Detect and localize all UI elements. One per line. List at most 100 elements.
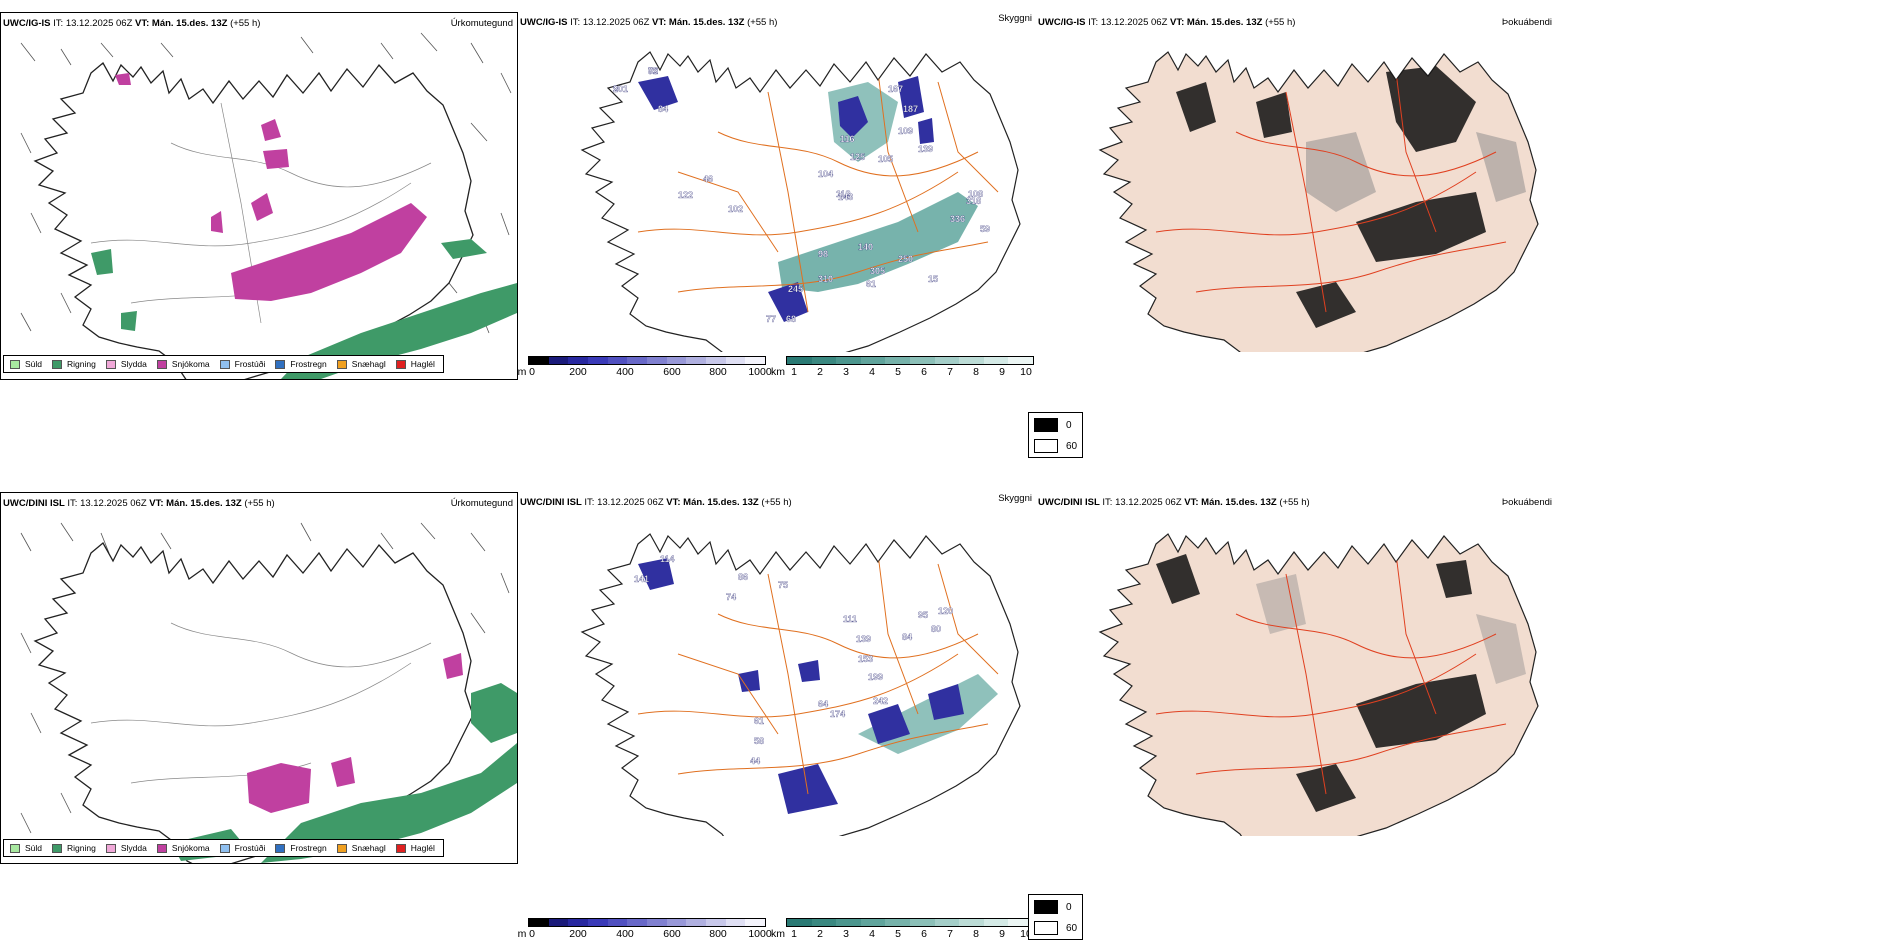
visibility-panel-igis: 72 9 84 102 122 46 167 187 109 116 125 104 112 105 139… bbox=[518, 12, 1038, 380]
colorbar-segment bbox=[647, 357, 667, 364]
tick: 1 bbox=[791, 928, 797, 940]
tick: 0 bbox=[529, 366, 535, 378]
legend-item-freezing-rain: Frostregn bbox=[275, 843, 327, 853]
elevation-colorbar: m 0 200 400 600 800 1000 bbox=[517, 918, 772, 942]
tick: 10 bbox=[1020, 928, 1032, 940]
fog-legend: 0 60 bbox=[1028, 412, 1083, 458]
visibility-value-label: 250 bbox=[898, 254, 913, 264]
legend-item-freezing-drizzle: Frostúði bbox=[219, 359, 265, 369]
tick: 600 bbox=[663, 366, 681, 378]
tick: 8 bbox=[973, 928, 979, 940]
visibility-value-label: 109 bbox=[898, 126, 913, 136]
tick: 4 bbox=[869, 366, 875, 378]
colorbar-segment bbox=[787, 919, 812, 926]
colorbar-segment bbox=[568, 357, 589, 364]
panel-type-label: Úrkomutegund bbox=[450, 498, 513, 509]
panel-type-label: Skyggni bbox=[998, 493, 1032, 504]
tick: 6 bbox=[921, 928, 927, 940]
snow-area bbox=[231, 203, 427, 301]
precip-legend: Súld Rigning Slydda Snjókoma Frostúði Fr… bbox=[3, 839, 444, 857]
fog-legend-max: 60 bbox=[1066, 922, 1078, 934]
visibility-value-label: 84 bbox=[902, 632, 912, 642]
visibility-value-label: 310 bbox=[818, 274, 833, 284]
colorbar-segment bbox=[588, 919, 608, 926]
visibility-value-label: 187 bbox=[903, 104, 918, 114]
fog-legend-max: 60 bbox=[1066, 440, 1078, 452]
tick: 5 bbox=[895, 928, 901, 940]
colorbar-segment bbox=[666, 357, 687, 364]
tick: 0 bbox=[529, 928, 535, 940]
visibility-value-label: 120 bbox=[938, 606, 953, 616]
tick: 8 bbox=[973, 366, 979, 378]
visibility-value-label: 72 bbox=[648, 66, 658, 76]
visibility-value-label: 77 bbox=[766, 314, 776, 324]
visibility-value-label: 140 bbox=[858, 242, 873, 252]
colorbar-segment bbox=[706, 357, 726, 364]
tick: 7 bbox=[947, 928, 953, 940]
distance-colorbar: km 1 2 3 4 5 6 7 8 9 10 bbox=[771, 918, 1036, 942]
elevation-colorbar-strip bbox=[528, 918, 766, 927]
colorbar-segment bbox=[885, 919, 910, 926]
panel-header: UWC/DINI ISL IT: 13.12.2025 06Z VT: Mán.… bbox=[1038, 497, 1310, 508]
tick: 1000 bbox=[748, 928, 772, 940]
visibility-value-label: 174 bbox=[830, 709, 845, 719]
tick: 600 bbox=[663, 928, 681, 940]
colorbar-segment bbox=[885, 357, 910, 364]
legend-item-snow-pellets: Snæhagl bbox=[336, 843, 386, 853]
rain-bands bbox=[171, 683, 517, 863]
visibility-value-label: 95 bbox=[918, 610, 928, 620]
colorbar-segment bbox=[706, 919, 726, 926]
visibility-value-label: 15 bbox=[928, 274, 938, 284]
colorbar-segment bbox=[836, 357, 861, 364]
legend-item-snow: Snjókoma bbox=[156, 359, 210, 369]
visibility-value-label: 68 bbox=[786, 314, 796, 324]
panel-type-label: Úrkomutegund bbox=[450, 18, 513, 29]
visibility-value-label: 75 bbox=[778, 580, 788, 590]
tick: 2 bbox=[817, 366, 823, 378]
colorbar-segment bbox=[568, 919, 589, 926]
tick: 3 bbox=[843, 366, 849, 378]
fog-map-igis bbox=[1099, 51, 1539, 352]
colorbar-segment bbox=[983, 357, 1009, 364]
colorbar-segment bbox=[860, 357, 886, 364]
visibility-value-label: 153 bbox=[858, 654, 873, 664]
visibility-value-label: 9 bbox=[613, 84, 618, 94]
legend-item-rain: Rigning bbox=[52, 359, 96, 369]
colorbar-segment bbox=[934, 357, 960, 364]
legend-item-sleet: Slydda bbox=[105, 359, 147, 369]
visibility-blue-cells bbox=[638, 558, 964, 814]
visibility-value-label: 86 bbox=[738, 572, 748, 582]
colorbar-segment bbox=[811, 919, 837, 926]
colorbar-segment bbox=[836, 919, 861, 926]
panel-header: UWC/DINI ISL IT: 13.12.2025 06Z VT: Mán.… bbox=[520, 497, 792, 508]
visibility-value-label: 139 bbox=[856, 634, 871, 644]
tick: 9 bbox=[999, 928, 1005, 940]
visibility-value-label: 201 bbox=[613, 84, 628, 94]
colorbar-segment bbox=[548, 357, 569, 364]
precip-panel-dini: UWC/DINI ISL IT: 13.12.2025 06Z VT: Mán.… bbox=[0, 492, 518, 864]
visibility-low-area bbox=[778, 192, 978, 292]
colorbar-unit: km bbox=[771, 928, 785, 940]
distance-colorbar: km 1 2 3 4 5 6 7 8 9 10 bbox=[771, 356, 1036, 380]
visibility-value-label: 305 bbox=[870, 266, 885, 276]
legend-item-drizzle: Súld bbox=[10, 843, 42, 853]
panel-type-label: Þokuábendi bbox=[1501, 17, 1552, 28]
visibility-value-label: 44 bbox=[750, 756, 760, 766]
visibility-value-label: 245 bbox=[788, 284, 803, 294]
colorbar-segment bbox=[745, 919, 766, 926]
tick: 5 bbox=[895, 366, 901, 378]
colorbar-segment bbox=[1008, 357, 1033, 364]
precip-map-dini bbox=[20, 522, 517, 863]
panel-header: UWC/IG-IS IT: 13.12.2025 06Z VT: Mán. 15… bbox=[3, 18, 261, 29]
panel-header: UWC/DINI ISL IT: 13.12.2025 06Z VT: Mán.… bbox=[3, 498, 275, 509]
colorbar-unit: m bbox=[517, 928, 527, 940]
roads bbox=[637, 71, 999, 313]
legend-item-rain: Rigning bbox=[52, 843, 96, 853]
visibility-value-label: 143 bbox=[838, 192, 853, 202]
visibility-blue-cells bbox=[638, 76, 934, 322]
visibility-value-label: 105 bbox=[878, 154, 893, 164]
rain-bands bbox=[91, 239, 517, 379]
